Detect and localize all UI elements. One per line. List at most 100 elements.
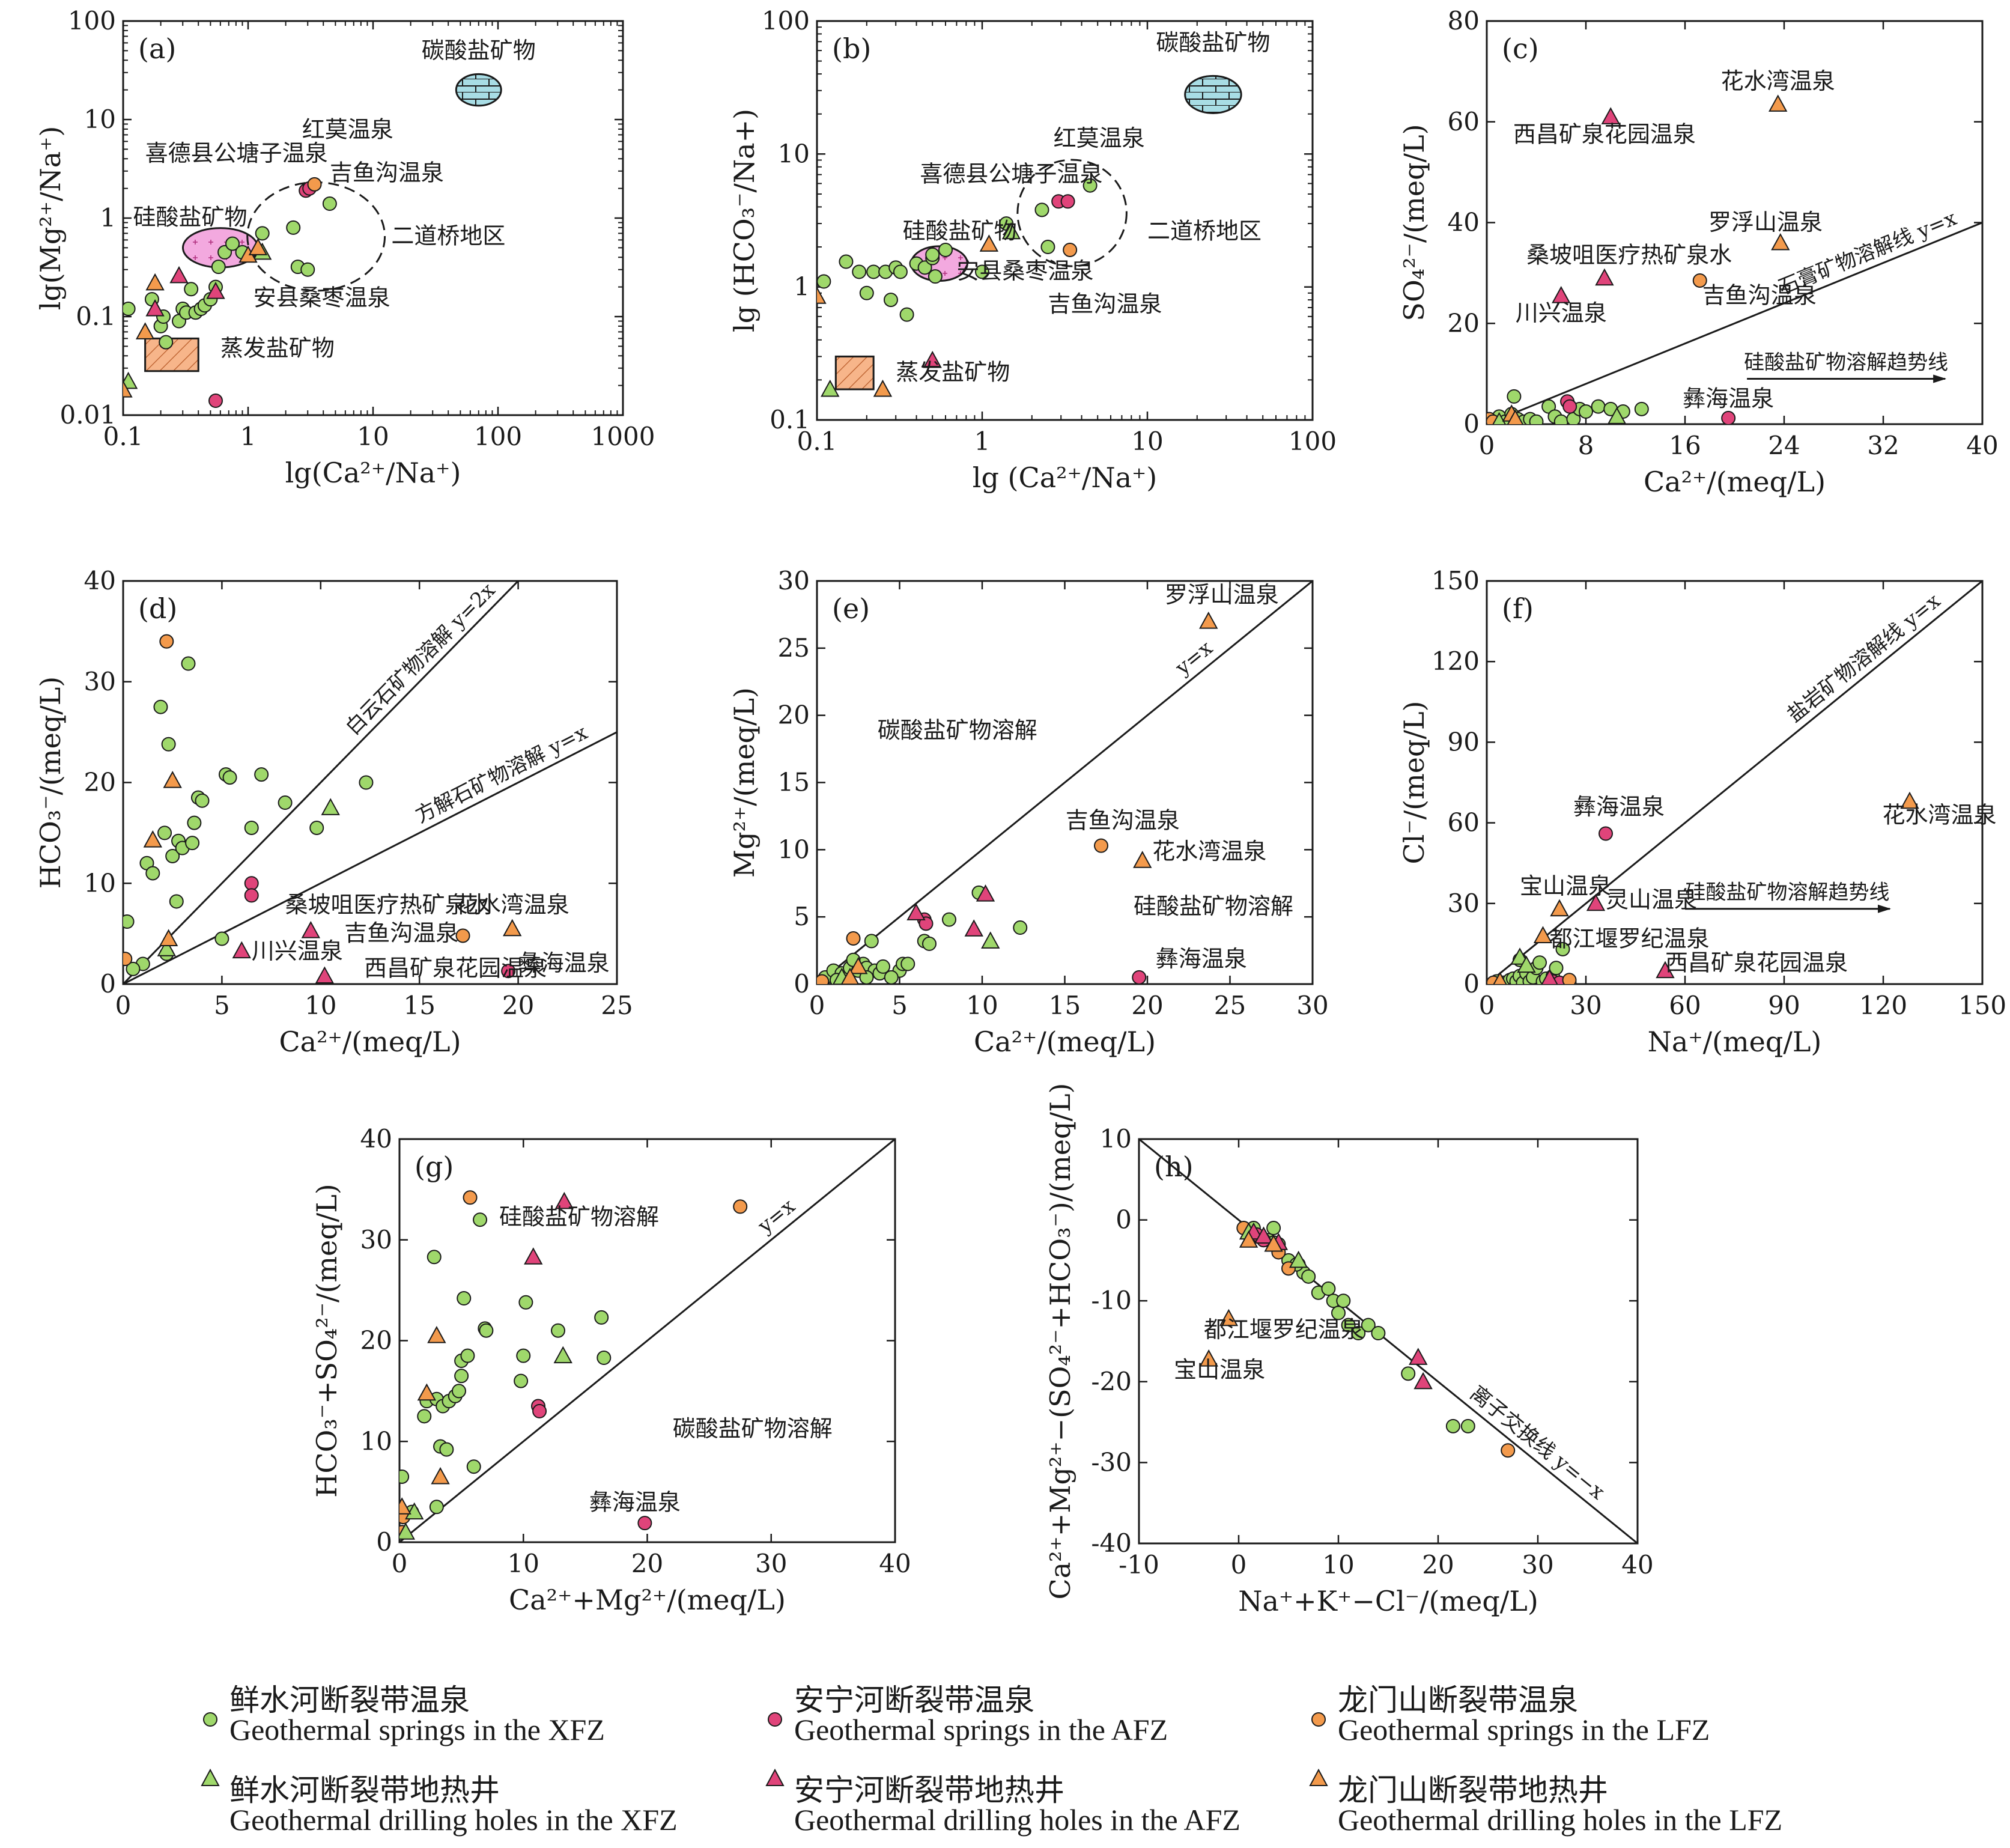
area-boundary: [1016, 159, 1128, 267]
annotation-label: 宝山温泉: [1174, 1357, 1265, 1383]
point-afz-triangle: [1413, 1372, 1433, 1390]
y-axis-label: SO₄²⁻/(meq/L): [1398, 124, 1430, 321]
point-afz-triangle: [923, 350, 942, 368]
x-tick-label: 20: [502, 991, 534, 1020]
y-tick-label: 90: [1448, 727, 1480, 756]
x-tick-label: 10: [508, 1549, 539, 1578]
annotation-label: 碳酸盐矿物溶解: [673, 1415, 833, 1442]
annotation-label: 彝海温泉: [1683, 386, 1774, 412]
point-lfz-triangle: [1133, 851, 1152, 868]
y-tick-label: 10: [360, 1426, 392, 1456]
point-xfz-circle: [1301, 1269, 1316, 1284]
point-xfz-triangle: [405, 1502, 424, 1520]
x-tick-label: 25: [601, 991, 633, 1020]
panel-label: (e): [832, 592, 870, 625]
x-axis-label: Ca²⁺/(meq/L): [1644, 466, 1826, 498]
point-lfz-triangle: [417, 1383, 437, 1401]
x-tick-label: 40: [879, 1549, 911, 1578]
point-xfz-triangle: [1607, 407, 1627, 424]
point-lfz-triangle: [1507, 409, 1523, 424]
point-xfz-circle: [454, 1369, 469, 1384]
point-xfz-circle: [1579, 404, 1593, 419]
point-afz-triangle: [301, 921, 321, 938]
point-xfz-circle: [165, 848, 180, 863]
point-xfz-circle: [883, 293, 898, 308]
point-afz-circle: [1060, 194, 1075, 209]
mineral-region: [1184, 74, 1242, 114]
point-afz-circle: [637, 1516, 652, 1531]
reference-line-label: 白云石矿物溶解 y=2x: [341, 579, 500, 740]
point-xfz-circle: [1555, 941, 1570, 956]
legend-label-zh: 龙门山断裂带地热井: [1338, 1773, 1608, 1808]
y-tick-label: 1: [100, 203, 116, 233]
annotation-label: 红莫温泉: [302, 117, 393, 143]
point-xfz-circle: [211, 260, 226, 275]
annotation-label: 蒸发盐矿物: [220, 335, 335, 361]
point-xfz-circle: [893, 264, 908, 279]
point-xfz-circle: [473, 1212, 488, 1227]
x-tick-label: 0: [809, 991, 825, 1020]
point-xfz-circle: [278, 795, 293, 810]
legend-label-zh: 鲜水河断裂带地热井: [229, 1773, 500, 1808]
point-xfz-circle: [876, 959, 890, 974]
point-xfz-circle: [942, 912, 956, 927]
annotation-label: 花水湾温泉: [455, 892, 569, 918]
point-xfz-circle: [1445, 1418, 1460, 1433]
point-xfz-triangle: [821, 379, 840, 397]
y-tick-label: 30: [778, 566, 810, 595]
point-xfz-circle: [286, 220, 301, 235]
annotation-label: 西昌矿泉花园温泉: [1665, 950, 1848, 976]
reference-line: [817, 581, 1313, 984]
legend-triangle: [765, 1768, 785, 1786]
legend-marker: [203, 1712, 217, 1727]
annotation-label: 川兴温泉: [1516, 300, 1607, 326]
point-afz-circle: [1132, 970, 1147, 984]
point-xfz-circle: [457, 1291, 472, 1306]
y-tick-label: 15: [778, 768, 810, 797]
point-lfz-triangle: [1199, 612, 1218, 629]
point-xfz-triangle: [321, 798, 340, 815]
legend-circle: [203, 1712, 217, 1727]
point-lfz-circle: [846, 931, 861, 946]
point-lfz-circle: [817, 974, 830, 984]
annotation-label: 西昌矿泉花园温泉: [364, 955, 547, 982]
point-lfz-triangle: [1239, 1230, 1259, 1248]
panel-c: 0 8 16 24 32 40 0 20 40 60 80 Ca²⁺/(meq/L) SO₄²⁻/(me…: [1398, 6, 1999, 498]
y-axis-label: HCO₃⁻/(meq/L): [34, 676, 67, 889]
y-tick-label: 20: [1448, 308, 1480, 338]
mineral-region: [455, 73, 502, 107]
annotation-label: 碳酸盐矿物: [422, 37, 536, 64]
x-tick-label: 16: [1669, 431, 1701, 460]
point-xfz-circle: [1634, 401, 1649, 416]
point-xfz-circle: [1321, 1281, 1336, 1296]
annotation-label: 彝海温泉: [1573, 794, 1665, 820]
point-xfz-circle: [300, 262, 315, 277]
annotation-label: 彝海温泉: [589, 1489, 681, 1515]
point-xfz-circle: [514, 1373, 529, 1388]
y-tick-label: 0.1: [76, 302, 116, 331]
trend-arrow-label: 硅酸盐矿物溶解趋势线: [1744, 351, 1948, 375]
point-lfz-triangle: [849, 956, 868, 974]
plot-area: [1487, 94, 1982, 424]
plot-area: [399, 1139, 895, 1542]
annotation-label: 二道桥地区: [1147, 218, 1262, 245]
annotation-label: 碳酸盐矿物: [1156, 29, 1270, 56]
annotation-label: 吉鱼沟温泉: [344, 920, 458, 946]
reference-line-label: 离子交换线 y=−x: [1465, 1381, 1609, 1504]
annotation-label: 灵山温泉: [1606, 887, 1697, 913]
annotation-label: 都江堰罗纪温泉: [1204, 1316, 1364, 1343]
y-tick-label: 30: [360, 1225, 392, 1254]
y-tick-label: 100: [762, 6, 810, 35]
legend-marker: [768, 1712, 782, 1727]
panel-label: (a): [138, 32, 176, 65]
y-tick-label: 30: [84, 667, 116, 696]
point-xfz-circle: [1040, 240, 1055, 255]
y-axis-label: lg (HCO₃⁻/Na+): [728, 109, 761, 332]
point-lfz-circle: [1562, 973, 1577, 984]
point-xfz-circle: [145, 866, 160, 881]
x-tick-label: 10: [966, 991, 998, 1020]
point-xfz-circle: [255, 226, 270, 241]
annotation-label: 都江堰罗纪温泉: [1550, 925, 1710, 952]
y-tick-label: 10: [1100, 1124, 1132, 1153]
point-xfz-circle: [1529, 414, 1544, 424]
